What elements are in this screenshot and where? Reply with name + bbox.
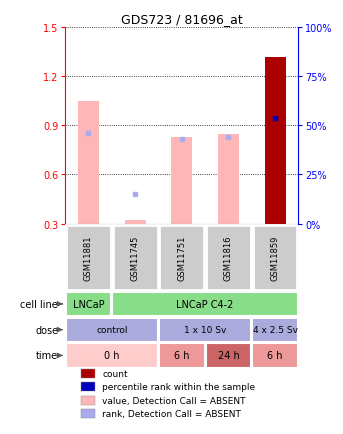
FancyBboxPatch shape <box>66 344 158 368</box>
Text: LNCaP: LNCaP <box>73 299 104 309</box>
Text: value, Detection Call = ABSENT: value, Detection Call = ABSENT <box>103 396 246 405</box>
Text: 6 h: 6 h <box>267 351 283 361</box>
Text: rank, Detection Call = ABSENT: rank, Detection Call = ABSENT <box>103 409 241 418</box>
Title: GDS723 / 81696_at: GDS723 / 81696_at <box>121 13 243 26</box>
Text: count: count <box>103 369 128 378</box>
Text: GSM11751: GSM11751 <box>177 235 186 280</box>
Text: cell line: cell line <box>21 299 58 309</box>
Text: GSM11816: GSM11816 <box>224 235 233 280</box>
Text: percentile rank within the sample: percentile rank within the sample <box>103 382 256 391</box>
Bar <box>264 58 286 224</box>
Text: GSM11859: GSM11859 <box>271 235 280 280</box>
FancyBboxPatch shape <box>159 225 204 290</box>
FancyBboxPatch shape <box>253 225 297 290</box>
FancyBboxPatch shape <box>66 225 111 290</box>
Bar <box>218 134 239 224</box>
FancyBboxPatch shape <box>113 225 157 290</box>
Bar <box>125 221 146 224</box>
FancyBboxPatch shape <box>66 292 111 316</box>
Text: 0 h: 0 h <box>104 351 120 361</box>
FancyBboxPatch shape <box>252 344 298 368</box>
Text: 24 h: 24 h <box>217 351 239 361</box>
Bar <box>82 409 95 418</box>
Bar <box>78 102 99 224</box>
FancyBboxPatch shape <box>66 318 158 342</box>
Bar <box>82 369 95 378</box>
Text: 4 x 2.5 Sv: 4 x 2.5 Sv <box>252 326 298 335</box>
Text: dose: dose <box>35 325 58 335</box>
Text: GSM11745: GSM11745 <box>131 235 140 280</box>
FancyBboxPatch shape <box>159 318 251 342</box>
Text: time: time <box>36 351 58 361</box>
FancyBboxPatch shape <box>206 225 251 290</box>
FancyBboxPatch shape <box>159 344 205 368</box>
FancyBboxPatch shape <box>252 318 298 342</box>
Bar <box>82 396 95 405</box>
Text: control: control <box>96 326 128 335</box>
Bar <box>171 138 192 224</box>
Bar <box>82 382 95 391</box>
Text: 1 x 10 Sv: 1 x 10 Sv <box>184 326 226 335</box>
Text: 6 h: 6 h <box>174 351 190 361</box>
FancyBboxPatch shape <box>205 344 251 368</box>
FancyBboxPatch shape <box>112 292 298 316</box>
Text: GSM11881: GSM11881 <box>84 235 93 280</box>
Text: LNCaP C4-2: LNCaP C4-2 <box>176 299 234 309</box>
